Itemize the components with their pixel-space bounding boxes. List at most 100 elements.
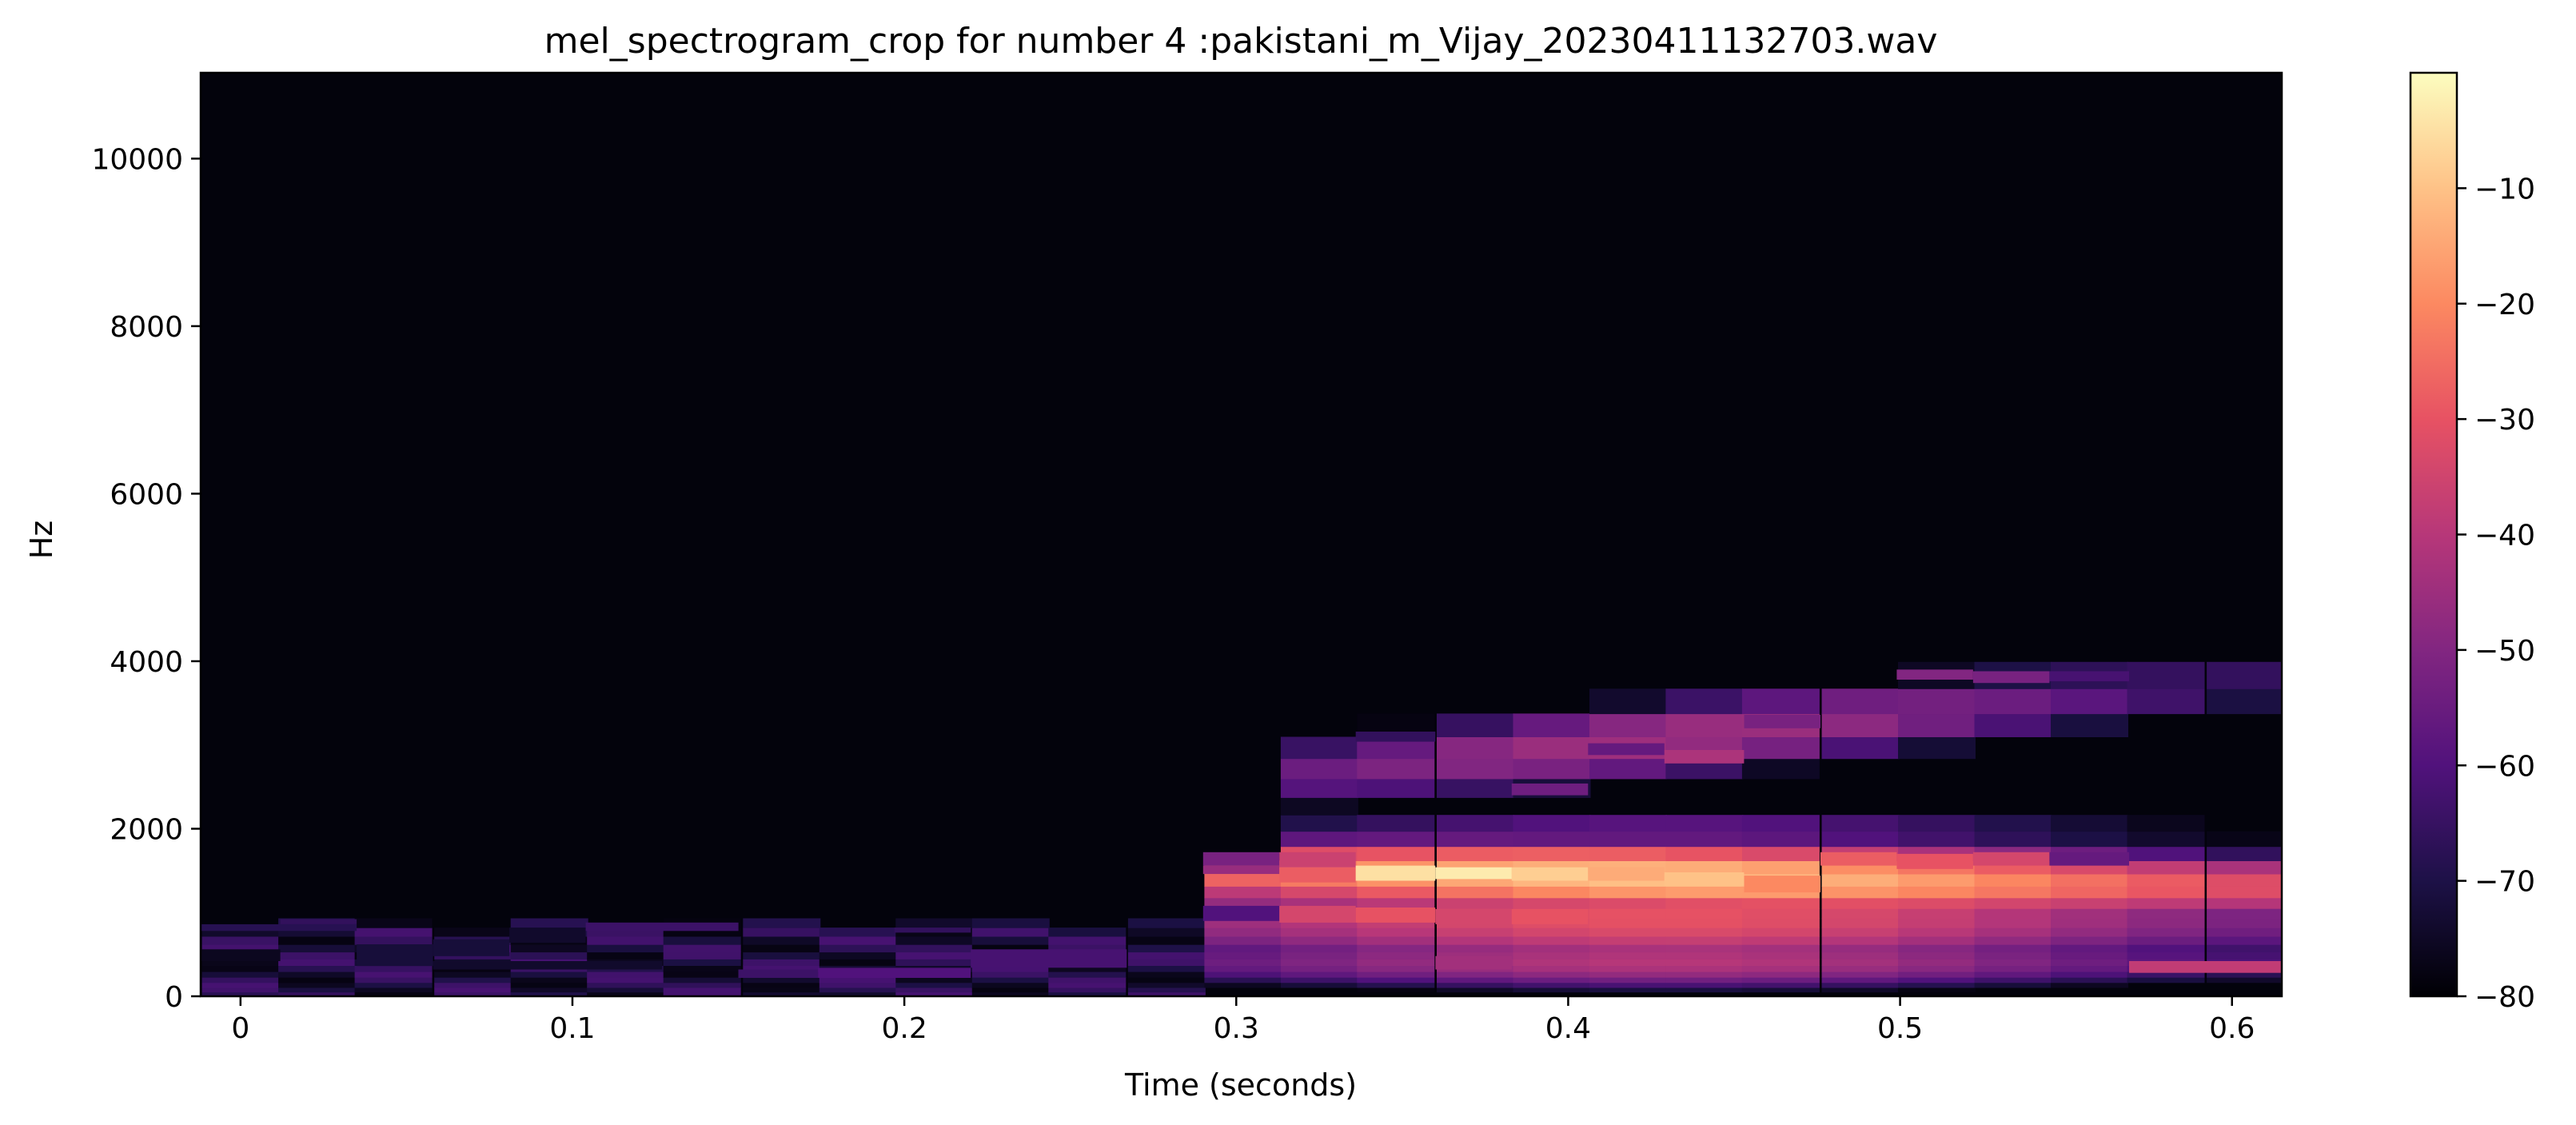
spectrogram-cell bbox=[1357, 886, 1435, 899]
spectrogram-cell bbox=[1589, 918, 1667, 928]
spectrogram-cell bbox=[1741, 736, 1820, 760]
spectrogram-cell bbox=[1741, 860, 1820, 875]
spectrogram-cell bbox=[2051, 908, 2128, 920]
spectrogram-cell bbox=[1589, 688, 1667, 715]
spectrogram-cell bbox=[1127, 971, 1206, 978]
spectrogram-cell bbox=[1280, 778, 1358, 798]
spectrogram-cell bbox=[1357, 982, 1435, 988]
spectrogram-cell bbox=[1820, 852, 1897, 866]
spectrogram-cell bbox=[1204, 971, 1282, 978]
spectrogram-cell bbox=[354, 991, 433, 996]
spectrogram-cell bbox=[1204, 886, 1282, 899]
x-tick-label: 0.6 bbox=[2209, 1012, 2255, 1045]
spectrogram-cell bbox=[1127, 944, 1206, 953]
spectrogram-cell bbox=[1048, 965, 1127, 972]
spectrogram-cell bbox=[1513, 886, 1591, 899]
spectrogram-cell bbox=[971, 971, 1050, 978]
spectrogram-cell bbox=[1974, 982, 2052, 988]
spectrogram-cell bbox=[1898, 936, 1976, 945]
spectrogram-cell bbox=[971, 944, 1050, 953]
spectrogram-cell bbox=[1357, 951, 1435, 959]
spectrogram-cell bbox=[201, 924, 357, 932]
spectrogram-cell bbox=[587, 971, 665, 978]
spectrogram-cell bbox=[1513, 977, 1591, 983]
spectrogram-cell bbox=[278, 936, 357, 945]
spectrogram-cell bbox=[278, 982, 357, 988]
spectrogram-cell bbox=[201, 965, 280, 972]
spectrogram-cell bbox=[2207, 928, 2282, 937]
spectrogram-cell bbox=[1127, 965, 1206, 972]
spectrogram-cell bbox=[1898, 688, 1976, 715]
spectrogram-cell bbox=[587, 977, 665, 983]
spectrogram-cell bbox=[1741, 959, 1820, 966]
y-tick-label: 10000 bbox=[91, 143, 183, 176]
spectrogram-cell bbox=[1204, 965, 1282, 972]
spectrogram-cell bbox=[2127, 886, 2205, 899]
spectrogram-cell bbox=[1279, 852, 1356, 868]
spectrogram-cell bbox=[1974, 873, 2052, 887]
spectrogram-cell bbox=[2127, 951, 2205, 959]
spectrogram-cell bbox=[819, 987, 897, 993]
spectrogram-cell bbox=[1898, 897, 1976, 909]
spectrogram-cell bbox=[1665, 886, 1744, 899]
spectrogram-cell bbox=[895, 918, 974, 928]
spectrogram-cell bbox=[1974, 944, 2052, 953]
y-axis-ticks: 0 2000 4000 6000 8000 10000 bbox=[91, 143, 201, 1014]
spectrogram-cell bbox=[201, 982, 280, 988]
spectrogram-cell bbox=[1821, 971, 1900, 978]
spectrogram-cell bbox=[1898, 736, 1976, 760]
spectrogram-cell bbox=[738, 969, 819, 978]
spectrogram-cell bbox=[1127, 928, 1206, 937]
spectrogram-cell bbox=[2127, 971, 2205, 978]
spectrogram-cell bbox=[2127, 846, 2205, 861]
spectrogram-cell bbox=[1048, 944, 1127, 953]
spectrogram-cell bbox=[1204, 982, 1282, 988]
spectrogram-cell bbox=[1280, 965, 1358, 972]
spectrogram-cell bbox=[1280, 886, 1358, 899]
spectrogram-cell bbox=[1589, 977, 1667, 983]
spectrogram-cell bbox=[1665, 831, 1744, 848]
spectrogram-cell bbox=[1974, 918, 2052, 928]
spectrogram-cell bbox=[1513, 928, 1591, 937]
colorbar-tick-label: −40 bbox=[2474, 520, 2535, 553]
spectrogram-cell bbox=[743, 918, 821, 928]
spectrogram-cell bbox=[1357, 778, 1435, 798]
spectrogram-cell bbox=[1588, 743, 1665, 756]
spectrogram-cell bbox=[1127, 959, 1206, 966]
spectrogram-cell bbox=[1974, 688, 2052, 715]
spectrogram-cell bbox=[1357, 959, 1435, 966]
spectrogram-cell bbox=[201, 936, 280, 945]
spectrogram-cell bbox=[1280, 928, 1358, 937]
spectrogram-cell bbox=[1665, 846, 1744, 861]
spectrogram-cell bbox=[743, 951, 821, 959]
spectrogram-cell bbox=[1202, 865, 1280, 875]
spectrogram-cell bbox=[1589, 897, 1667, 909]
spectrogram-cell bbox=[1435, 867, 1512, 880]
spectrogram-cell bbox=[201, 971, 280, 978]
spectrogram-cell bbox=[2207, 971, 2282, 978]
colorbar-tick-label: −50 bbox=[2474, 635, 2535, 668]
spectrogram-cell bbox=[1898, 965, 1976, 972]
spectrogram-cell bbox=[1741, 987, 1820, 993]
spectrogram-cell bbox=[1204, 873, 1282, 887]
spectrogram-cell bbox=[354, 987, 433, 993]
spectrogram-cell bbox=[819, 951, 897, 959]
spectrogram-cell bbox=[1741, 971, 1820, 978]
spectrogram-cell bbox=[2127, 860, 2205, 875]
spectrogram-cell bbox=[357, 944, 433, 967]
spectrogram-cells bbox=[201, 661, 2282, 996]
spectrogram-cell bbox=[1821, 688, 1900, 715]
spectrogram-cell bbox=[1744, 715, 1820, 728]
spectrogram-cell bbox=[1665, 987, 1744, 993]
spectrogram-cell bbox=[1280, 951, 1358, 959]
spectrogram-cell bbox=[1437, 886, 1514, 899]
spectrogram-cell bbox=[1741, 815, 1820, 832]
spectrogram-cell bbox=[1974, 815, 2052, 832]
spectrogram-cell bbox=[354, 971, 433, 978]
spectrogram-cell bbox=[434, 928, 512, 937]
spectrogram-cell bbox=[1898, 713, 1976, 737]
spectrogram-cell bbox=[201, 959, 280, 966]
spectrogram-cell bbox=[1821, 928, 1900, 937]
y-tick-label: 8000 bbox=[110, 311, 183, 344]
